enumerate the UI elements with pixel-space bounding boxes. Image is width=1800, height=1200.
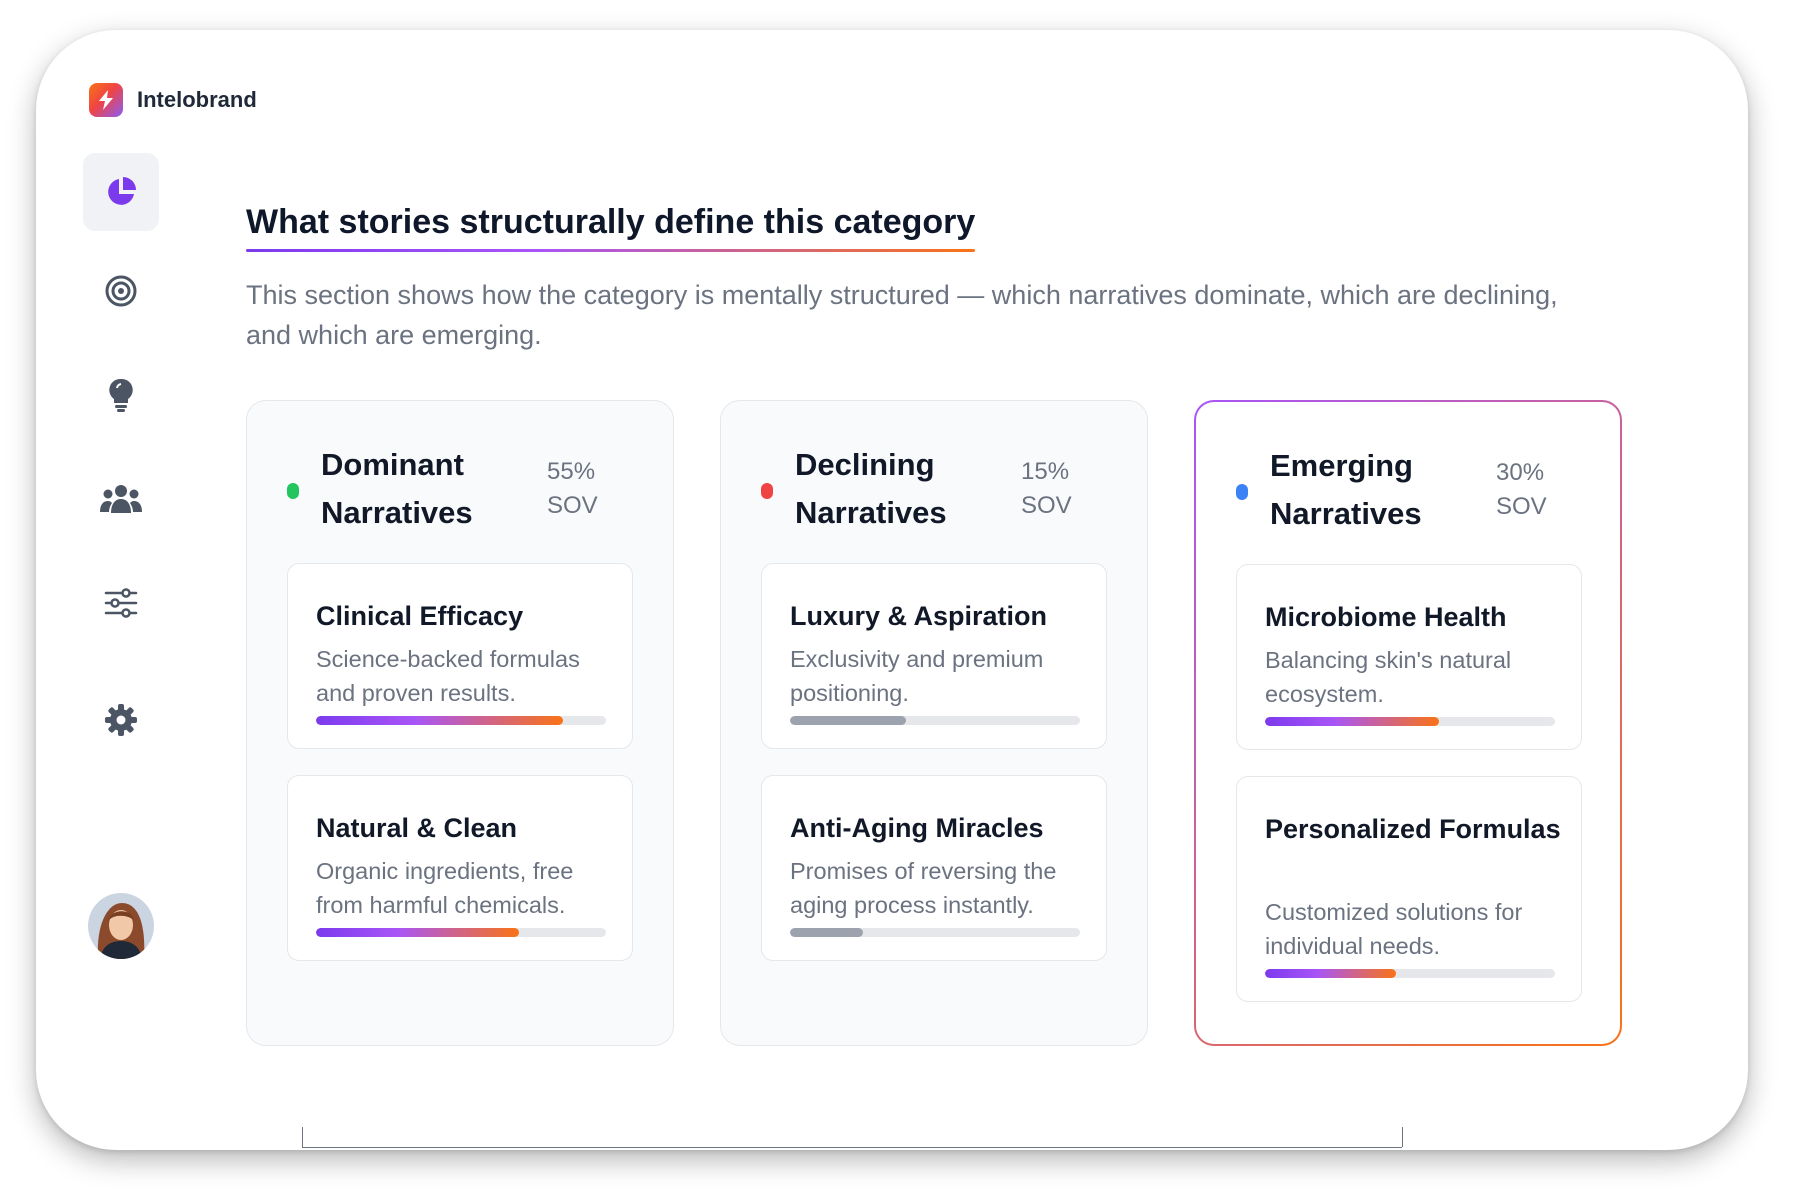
strength-bar-fill bbox=[790, 716, 906, 725]
sov-label: SOV bbox=[1021, 492, 1072, 519]
strength-bar bbox=[1265, 717, 1555, 726]
gear-icon bbox=[105, 704, 137, 736]
sidebar-item-settings[interactable] bbox=[83, 681, 159, 759]
lightning-icon bbox=[89, 83, 123, 117]
divider-tick bbox=[302, 1127, 303, 1147]
column-declining: Declining Narratives 15% SOV Luxury & As… bbox=[720, 400, 1148, 1046]
strength-bar-fill bbox=[790, 928, 863, 937]
narrative-card[interactable]: Personalized Formulas Customized solutio… bbox=[1236, 776, 1582, 1002]
sidebar-item-audience[interactable] bbox=[83, 460, 159, 538]
sov-label: SOV bbox=[1496, 493, 1547, 520]
target-icon bbox=[105, 275, 137, 307]
narrative-description: Promises of reversing the aging process … bbox=[790, 858, 1057, 918]
narrative-card[interactable]: Microbiome Health Balancing skin's natur… bbox=[1236, 564, 1582, 750]
sov-indicator: 30% SOV bbox=[1496, 456, 1547, 524]
narrative-title: Anti-Aging Miracles bbox=[790, 813, 1044, 843]
page-description: This section shows how the category is m… bbox=[246, 280, 1558, 350]
pie-chart-icon bbox=[108, 177, 136, 205]
sidebar-item-targets[interactable] bbox=[83, 252, 159, 330]
sidebar-item-insights[interactable] bbox=[83, 356, 159, 434]
bottom-divider bbox=[302, 1147, 1402, 1148]
strength-bar bbox=[316, 716, 606, 725]
narrative-card[interactable]: Anti-Aging Miracles Promises of reversin… bbox=[761, 775, 1107, 961]
column-title: Declining Narratives bbox=[795, 447, 947, 530]
page-title: What stories structurally define this ca… bbox=[246, 203, 976, 252]
strength-bar-fill bbox=[1265, 717, 1439, 726]
narrative-description: Balancing skin's natural ecosystem. bbox=[1265, 647, 1512, 707]
column-title: Emerging Narratives bbox=[1270, 448, 1422, 531]
strength-bar bbox=[1265, 969, 1555, 978]
app-window: Intelobrand bbox=[36, 30, 1748, 1150]
sliders-icon bbox=[104, 588, 138, 618]
strength-bar-fill bbox=[316, 928, 519, 937]
strength-bar bbox=[316, 928, 606, 937]
narrative-title: Microbiome Health bbox=[1265, 602, 1507, 632]
narrative-description: Organic ingredients, free from harmful c… bbox=[316, 858, 574, 918]
narrative-title: Clinical Efficacy bbox=[316, 601, 524, 631]
narrative-description: Science-backed formulas and proven resul… bbox=[316, 646, 580, 706]
title-underline bbox=[246, 249, 976, 252]
status-dot bbox=[761, 483, 773, 499]
sov-indicator: 55% SOV bbox=[547, 455, 598, 523]
narrative-card[interactable]: Luxury & Aspiration Exclusivity and prem… bbox=[761, 563, 1107, 749]
status-dot bbox=[287, 483, 299, 499]
status-dot bbox=[1236, 484, 1248, 500]
strength-bar bbox=[790, 928, 1080, 937]
narrative-description: Customized solutions for individual need… bbox=[1265, 899, 1523, 959]
narrative-description: Exclusivity and premium positioning. bbox=[790, 646, 1044, 706]
sov-value: 30% bbox=[1496, 459, 1545, 486]
sidebar-item-filters[interactable] bbox=[83, 564, 159, 642]
brand-name: Intelobrand bbox=[137, 87, 257, 112]
brand[interactable]: Intelobrand bbox=[89, 83, 257, 117]
column-dominant: Dominant Narratives 55% SOV Clinical Eff… bbox=[246, 400, 674, 1046]
narrative-title: Natural & Clean bbox=[316, 813, 518, 843]
users-icon bbox=[100, 485, 142, 513]
user-avatar[interactable] bbox=[88, 893, 154, 959]
narrative-card[interactable]: Natural & Clean Organic ingredients, fre… bbox=[287, 775, 633, 961]
sov-indicator: 15% SOV bbox=[1021, 455, 1072, 523]
narrative-title: Personalized Formulas bbox=[1265, 814, 1561, 844]
narrative-title: Luxury & Aspiration bbox=[790, 601, 1048, 631]
title-block: What stories structurally define this ca… bbox=[246, 203, 976, 252]
divider-tick bbox=[1402, 1127, 1403, 1147]
column-emerging: Emerging Narratives 30% SOV Microbiome H… bbox=[1194, 400, 1622, 1046]
narrative-card[interactable]: Clinical Efficacy Science-backed formula… bbox=[287, 563, 633, 749]
lightbulb-icon bbox=[109, 378, 133, 412]
sov-value: 15% bbox=[1021, 458, 1070, 485]
sov-value: 55% bbox=[547, 458, 596, 485]
column-title: Dominant Narratives bbox=[321, 447, 473, 530]
strength-bar-fill bbox=[1265, 969, 1396, 978]
sov-label: SOV bbox=[547, 492, 598, 519]
sidebar-item-overview[interactable] bbox=[83, 153, 159, 231]
strength-bar-fill bbox=[316, 716, 563, 725]
strength-bar bbox=[790, 716, 1080, 725]
